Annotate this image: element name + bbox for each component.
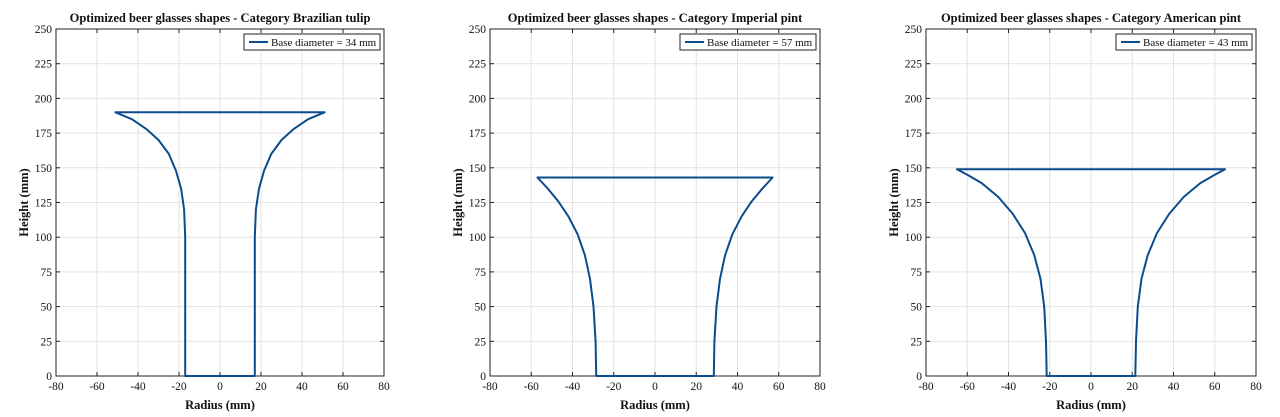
y-tick-label: 125 <box>35 198 53 210</box>
x-tick-label: 60 <box>337 381 349 393</box>
y-tick-label: 125 <box>469 198 487 210</box>
y-tick-label: 50 <box>475 302 487 314</box>
chart-panel-1: -80 -60 -40 -20 0 20 40 60 80 0 25 50 75 100 125 150 175… <box>17 11 390 412</box>
x-tick-label: 0 <box>217 381 223 393</box>
glass-profile-line <box>114 111 326 377</box>
y-axis-label: Height (mm) <box>17 168 31 236</box>
x-tick-label: -60 <box>960 381 976 393</box>
chart-title: Optimized beer glasses shapes - Category… <box>508 11 803 25</box>
y-tick-label: 150 <box>469 163 487 175</box>
y-tick-label: 0 <box>480 371 486 383</box>
x-tick-label: 40 <box>1168 381 1180 393</box>
x-tick-label: 80 <box>378 381 390 393</box>
y-tick-label: 250 <box>469 24 487 36</box>
legend-label: Base diameter = 34 mm <box>271 37 377 49</box>
chart-title: Optimized beer glasses shapes - Category… <box>70 11 371 25</box>
legend-box <box>679 33 817 51</box>
y-tick-label: 25 <box>475 336 487 348</box>
y-tick-label: 225 <box>469 59 487 71</box>
y-tick-label: 150 <box>905 163 923 175</box>
legend-box <box>1115 33 1253 51</box>
y-tick-label: 200 <box>35 93 53 105</box>
legend-label: Base diameter = 43 mm <box>1143 37 1249 49</box>
y-tick-label: 175 <box>905 128 923 140</box>
x-tick-label: 0 <box>652 381 658 393</box>
y-tick-label: 150 <box>35 163 53 175</box>
x-tick-label: -20 <box>1042 381 1058 393</box>
x-tick-label: 40 <box>296 381 308 393</box>
y-tick-label: 0 <box>46 371 52 383</box>
x-tick-label: -40 <box>1001 381 1017 393</box>
y-tick-label: 100 <box>35 232 53 244</box>
x-tick-label: -20 <box>606 381 622 393</box>
y-axis-label: Height (mm) <box>887 168 901 236</box>
glass-profile-line <box>955 168 1227 377</box>
y-tick-label: 175 <box>35 128 53 140</box>
x-axis-label: Radius (mm) <box>1056 398 1126 412</box>
x-tick-label: -60 <box>89 381 105 393</box>
y-tick-label: 25 <box>41 336 53 348</box>
x-axis-label: Radius (mm) <box>185 398 255 412</box>
glass-profile-line <box>536 176 774 377</box>
y-tick-label: 175 <box>469 128 487 140</box>
y-tick-label: 50 <box>911 302 923 314</box>
x-tick-label: 80 <box>1250 381 1262 393</box>
y-tick-label: 25 <box>911 336 923 348</box>
y-tick-label: 0 <box>916 371 922 383</box>
x-tick-label: 20 <box>691 381 703 393</box>
x-tick-label: -40 <box>130 381 146 393</box>
x-tick-label: -80 <box>48 381 64 393</box>
y-axis-label: Height (mm) <box>451 168 465 236</box>
x-tick-label: -20 <box>171 381 187 393</box>
y-tick-label: 75 <box>475 267 487 279</box>
x-tick-label: -80 <box>482 381 498 393</box>
x-tick-label: 20 <box>255 381 267 393</box>
y-tick-label: 250 <box>35 24 53 36</box>
x-axis-label: Radius (mm) <box>620 398 690 412</box>
y-tick-label: 75 <box>911 267 923 279</box>
x-tick-label: 20 <box>1127 381 1139 393</box>
chart-title: Optimized beer glasses shapes - Category… <box>941 11 1242 25</box>
chart-panel-2: -80 -60 -40 -20 0 20 40 60 80 0 25 50 75 100 125 150 175… <box>451 11 826 412</box>
x-tick-label: 60 <box>1209 381 1221 393</box>
x-tick-label: 60 <box>773 381 785 393</box>
y-tick-label: 225 <box>905 59 923 71</box>
y-tick-label: 100 <box>469 232 487 244</box>
y-tick-label: 200 <box>905 93 923 105</box>
y-tick-label: 225 <box>35 59 53 71</box>
x-tick-label: 80 <box>814 381 826 393</box>
y-tick-label: 250 <box>905 24 923 36</box>
y-tick-label: 200 <box>469 93 487 105</box>
x-tick-label: -60 <box>524 381 540 393</box>
x-tick-label: 40 <box>732 381 744 393</box>
x-tick-label: -80 <box>918 381 934 393</box>
chart-panel-3: -80 -60 -40 -20 0 20 40 60 80 0 25 50 75 100 125 150 175… <box>887 11 1262 412</box>
y-tick-label: 50 <box>41 302 53 314</box>
y-tick-label: 125 <box>905 198 923 210</box>
legend-label: Base diameter = 57 mm <box>707 37 813 49</box>
x-tick-label: -40 <box>565 381 581 393</box>
x-tick-label: 0 <box>1088 381 1094 393</box>
y-tick-label: 75 <box>41 267 53 279</box>
legend-box <box>243 33 381 51</box>
y-tick-label: 100 <box>905 232 923 244</box>
